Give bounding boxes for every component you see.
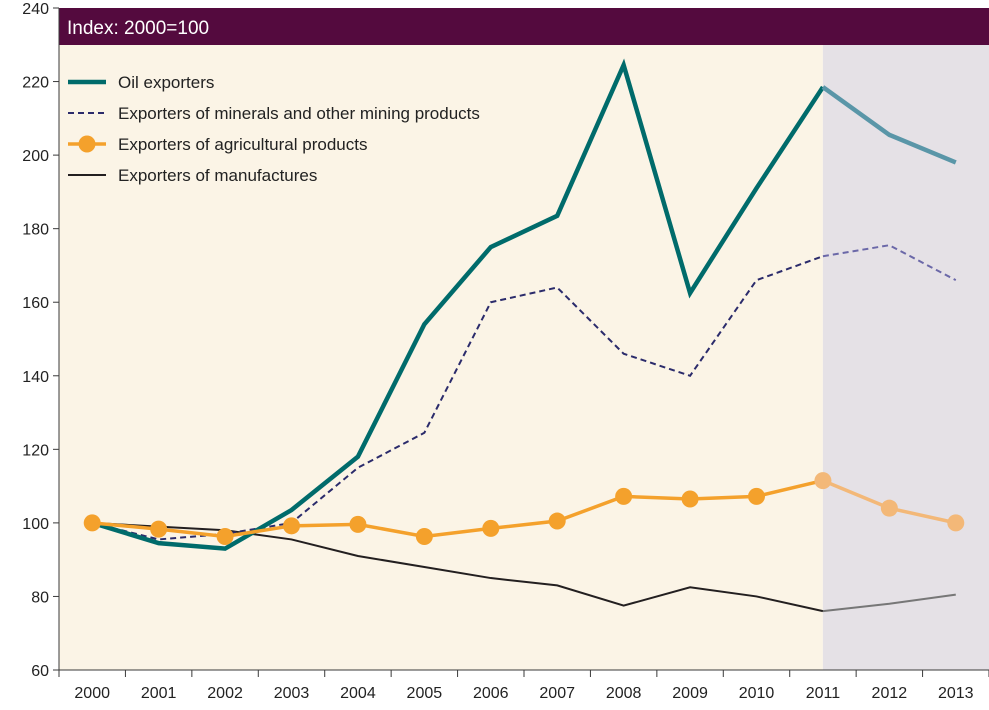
x-tick-label: 2007 bbox=[539, 685, 575, 702]
legend: Oil exporters Exporters of minerals and o… bbox=[68, 73, 480, 185]
data-point bbox=[880, 499, 898, 517]
data-point bbox=[748, 487, 765, 505]
y-tick-label: 60 bbox=[31, 663, 49, 680]
data-point bbox=[615, 487, 633, 505]
legend-label: Oil exporters bbox=[118, 73, 214, 92]
series-2 bbox=[83, 472, 965, 545]
data-point bbox=[150, 520, 168, 538]
plot-background bbox=[59, 8, 823, 670]
x-tick-label: 2005 bbox=[407, 685, 443, 702]
data-point bbox=[681, 490, 699, 508]
data-point bbox=[814, 472, 832, 490]
x-tick-label: 2002 bbox=[207, 685, 243, 702]
y-tick-label: 220 bbox=[22, 75, 49, 92]
series-line-projection bbox=[822, 244, 957, 282]
y-tick-label: 240 bbox=[22, 1, 49, 18]
data-point bbox=[482, 519, 500, 537]
data-point bbox=[216, 527, 234, 545]
x-tick-label: 2012 bbox=[872, 685, 908, 702]
y-tick-label: 100 bbox=[22, 516, 49, 533]
x-tick-label: 2006 bbox=[473, 685, 509, 702]
series-line-projection bbox=[822, 593, 956, 613]
legend-label: Exporters of agricultural products bbox=[118, 135, 367, 154]
axes: 60 80 100 120 140 160 180 200 220 240 2000 2001 2002… bbox=[22, 1, 989, 702]
y-tick-label: 160 bbox=[22, 295, 49, 312]
x-tick-label: 2010 bbox=[739, 685, 775, 702]
data-point bbox=[415, 527, 433, 545]
x-tick-label: 2009 bbox=[672, 685, 708, 702]
data-point bbox=[349, 515, 367, 533]
x-tick-label: 2004 bbox=[340, 685, 376, 702]
series-line bbox=[92, 521, 824, 613]
y-tick-label: 180 bbox=[22, 222, 49, 239]
data-point bbox=[83, 514, 101, 532]
series-line bbox=[91, 58, 825, 551]
chart-title: Index: 2000=100 bbox=[67, 18, 209, 39]
y-tick-label: 200 bbox=[22, 148, 49, 165]
data-point bbox=[283, 517, 300, 535]
series-3 bbox=[92, 521, 956, 613]
data-point bbox=[548, 512, 566, 530]
x-tick-label: 2001 bbox=[141, 685, 177, 702]
legend-label: Exporters of manufactures bbox=[118, 166, 317, 185]
x-tick-label: 2000 bbox=[74, 685, 110, 702]
x-tick-label: 2011 bbox=[806, 685, 841, 702]
y-tick-label: 120 bbox=[22, 442, 49, 459]
y-tick-label: 80 bbox=[31, 589, 49, 606]
title-bar bbox=[59, 8, 989, 45]
series-line bbox=[92, 478, 824, 539]
legend-marker bbox=[78, 135, 96, 153]
data-point bbox=[947, 514, 965, 532]
x-tick-label: 2003 bbox=[274, 685, 310, 702]
series-line-projection bbox=[821, 85, 957, 165]
series-0 bbox=[91, 58, 957, 551]
x-tick-label: 2013 bbox=[938, 685, 974, 702]
y-tick-label: 140 bbox=[22, 369, 49, 386]
legend-label: Exporters of minerals and other mining p… bbox=[118, 104, 480, 123]
series-layer bbox=[83, 58, 965, 613]
x-tick-label: 2008 bbox=[606, 685, 642, 702]
projection-shaded-region bbox=[822, 8, 989, 670]
